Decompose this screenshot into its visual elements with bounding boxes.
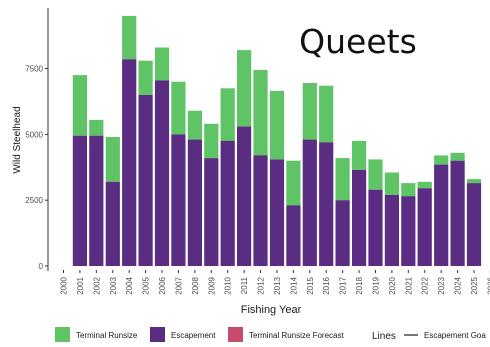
y-tick-label: 0	[39, 262, 44, 271]
bar-escapement-2015	[302, 139, 317, 266]
bar-terminal-runsize-2010	[220, 88, 235, 141]
bar-escapement-2016	[319, 142, 334, 266]
x-tick-label: 2013	[273, 276, 282, 294]
bar-escapement-2022	[417, 188, 432, 266]
x-tick-label: 2023	[437, 276, 446, 294]
bar-terminal-runsize-2025	[466, 179, 482, 183]
bar-terminal-runsize-2024	[450, 152, 465, 161]
x-tick-label: 2002	[92, 276, 101, 294]
bar-terminal-runsize-2007	[171, 81, 186, 135]
legend-label-terminal-runsize-forecast: Terminal Runsize Forecast	[249, 331, 344, 340]
bar-terminal-runsize-2019	[368, 159, 383, 190]
bar-terminal-runsize-2017	[335, 158, 350, 201]
x-tick-label: 2006	[158, 276, 167, 294]
x-tick-label: 2008	[191, 276, 200, 294]
x-tick-label: 2012	[257, 276, 266, 294]
bar-escapement-2013	[269, 159, 285, 266]
x-tick-label: 2011	[240, 276, 249, 294]
x-tick-label: 2007	[174, 276, 183, 294]
x-axis-ticks: 2000 2001 2002 2003 2004 2005 2006 2007 2008 2009…	[60, 270, 490, 295]
x-tick-label: 2022	[421, 276, 430, 294]
x-tick-label: 2014	[289, 276, 298, 294]
bar-escapement-2005	[138, 94, 153, 267]
bar-terminal-runsize-2001	[72, 75, 87, 136]
bar-terminal-runsize-2006	[154, 47, 170, 81]
x-tick-label: 2025	[470, 276, 479, 294]
bar-terminal-runsize-2018	[352, 140, 367, 170]
bar-escapement-2004	[122, 59, 137, 266]
bar-terminal-runsize-2003	[105, 137, 120, 182]
x-tick-label: 2019	[371, 276, 380, 294]
y-tick-label: 5000	[25, 130, 43, 139]
x-tick-label: 2018	[355, 276, 364, 294]
bar-escapement-2001	[72, 135, 87, 266]
x-tick-label: 2015	[306, 276, 315, 294]
bar-terminal-runsize-2015	[302, 83, 317, 140]
legend-swatch-terminal-runsize-forecast	[228, 327, 243, 342]
plot-title: Queets	[299, 22, 417, 61]
legend: Terminal Runsize Escapement Terminal Run…	[55, 327, 486, 342]
legend-swatch-escapement	[150, 327, 165, 342]
y-axis-ticks: 0 2500 5000 7500	[25, 65, 48, 271]
bar-terminal-runsize-2008	[187, 110, 202, 140]
bar-terminal-runsize-2023	[434, 155, 449, 165]
bar-escapement-2023	[434, 164, 449, 266]
bar-escapement-2008	[187, 139, 202, 266]
bar-escapement-2021	[401, 196, 416, 266]
x-tick-label: 2026	[486, 276, 490, 294]
legend-label-escapement: Escapement	[171, 331, 216, 340]
bar-terminal-runsize-2014	[286, 160, 301, 206]
bar-escapement-2014	[286, 205, 301, 266]
legend-lines-title: Lines	[372, 331, 396, 342]
bar-terminal-runsize-2005	[138, 60, 153, 95]
bars-layer	[72, 15, 482, 267]
x-tick-label: 2016	[322, 276, 331, 294]
x-tick-label: 2024	[454, 276, 463, 294]
bar-escapement-2018	[352, 169, 367, 266]
x-tick-label: 2003	[109, 276, 118, 294]
y-tick-label: 2500	[25, 196, 43, 205]
bar-terminal-runsize-2009	[204, 123, 219, 158]
legend-label-terminal-runsize: Terminal Runsize	[76, 331, 138, 340]
bar-escapement-2003	[105, 181, 120, 266]
bar-terminal-runsize-2002	[89, 119, 104, 136]
y-axis-title: Wild Steelhead	[12, 106, 23, 173]
x-tick-label: 2009	[207, 276, 216, 294]
bar-escapement-2006	[154, 80, 170, 267]
x-tick-label: 2020	[388, 276, 397, 294]
bar-escapement-2025	[466, 183, 482, 266]
legend-label-escapement-goal: Escapement Goa	[424, 331, 486, 340]
x-tick-label: 2017	[339, 276, 348, 294]
bar-escapement-2012	[253, 155, 268, 266]
x-axis-title: Fishing Year	[241, 304, 302, 316]
bar-terminal-runsize-2012	[253, 69, 268, 156]
bar-escapement-2020	[384, 194, 399, 266]
x-tick-label: 2004	[125, 276, 134, 294]
bar-terminal-runsize-2011	[237, 50, 252, 127]
bar-escapement-2010	[220, 140, 235, 266]
bar-terminal-runsize-2020	[384, 172, 399, 195]
bar-escapement-2009	[204, 158, 219, 266]
bar-escapement-2017	[335, 200, 350, 266]
bar-escapement-2019	[368, 189, 383, 266]
bar-escapement-2011	[237, 126, 252, 266]
x-tick-label: 2000	[60, 276, 69, 294]
bar-terminal-runsize-2013	[269, 90, 285, 160]
bar-terminal-runsize-2021	[401, 183, 416, 197]
legend-swatch-terminal-runsize	[55, 327, 70, 342]
y-tick-label: 7500	[25, 65, 43, 74]
x-tick-label: 2001	[76, 276, 85, 294]
bar-escapement-2007	[171, 134, 186, 266]
bar-escapement-2024	[450, 160, 465, 266]
bar-terminal-runsize-2016	[319, 85, 334, 143]
bar-terminal-runsize-2004	[122, 15, 137, 60]
x-tick-label: 2010	[224, 276, 233, 294]
x-tick-label: 2005	[142, 276, 151, 294]
bar-terminal-runsize-2022	[417, 181, 432, 189]
x-tick-label: 2021	[404, 276, 413, 294]
bar-escapement-2002	[89, 135, 104, 266]
